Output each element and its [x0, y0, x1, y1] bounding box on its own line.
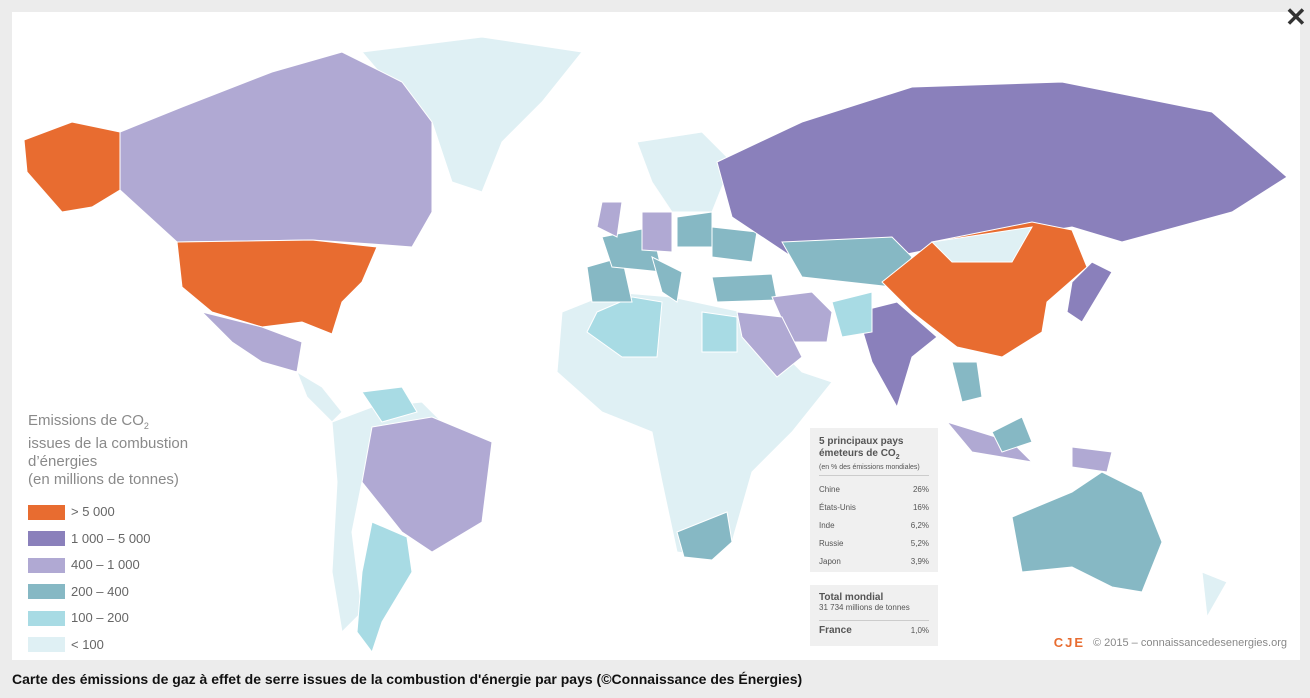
- top5-row: Chine 26%: [819, 480, 929, 498]
- share: 26%: [912, 484, 929, 494]
- legend-swatch: [28, 531, 65, 547]
- country: Japon: [819, 556, 841, 566]
- legend-label: 200 – 400: [71, 583, 129, 599]
- top5-title-2: émeteurs de CO: [819, 448, 896, 459]
- legend-title-sub: 2: [143, 421, 149, 431]
- legend-item: 200 – 400: [28, 579, 188, 606]
- total-box: Total mondial 31 734 millions de tonnes …: [810, 585, 938, 646]
- legend-swatch: [28, 504, 65, 520]
- map-image: Emissions de CO2 issues de la combustion…: [12, 12, 1300, 660]
- legend-item: 100 – 200: [28, 605, 188, 632]
- country: Chine: [819, 484, 840, 494]
- legend-label: 100 – 200: [71, 610, 129, 626]
- top5-title-sub: 2: [895, 454, 900, 461]
- legend-swatch: [28, 637, 65, 653]
- copyright: © 2015 – connaissancedesenergies.org: [1092, 637, 1287, 649]
- france-value: 1,0%: [910, 625, 929, 635]
- legend-title-line: d’énergies: [28, 453, 98, 470]
- legend-title-text: Emissions de CO: [28, 412, 144, 429]
- top5-title-1: 5 principaux pays: [819, 436, 904, 447]
- country: États-Unis: [819, 502, 856, 512]
- top5-box: 5 principaux pays émeteurs de CO2 (en % d…: [810, 428, 938, 572]
- legend-title-line: issues de la combustion: [28, 435, 189, 452]
- caption: Carte des émissions de gaz à effet de se…: [12, 671, 803, 687]
- share: 16%: [912, 502, 929, 512]
- top5-row: États-Unis 16%: [819, 498, 929, 516]
- total-label: Total mondial: [819, 592, 884, 603]
- legend-item: > 5 000: [28, 499, 188, 526]
- legend-item: < 100: [28, 632, 188, 659]
- top5-note: (en % des émissions mondiales): [819, 464, 929, 476]
- france-label: France: [819, 624, 852, 636]
- world-map: [23, 36, 1288, 654]
- total-value: 31 734 millions de tonnes: [819, 603, 910, 612]
- legend-swatch: [28, 557, 65, 573]
- top5-row: Russie 5,2%: [819, 534, 929, 552]
- legend: Emissions de CO2 issues de la combustion…: [28, 412, 188, 658]
- top5-row: Japon 3,9%: [819, 552, 929, 570]
- country: Russie: [819, 538, 844, 548]
- legend-title: Emissions de CO2: [28, 412, 188, 435]
- top5-row: Inde 6,2%: [819, 516, 929, 534]
- legend-label: 400 – 1 000: [71, 557, 140, 573]
- legend-swatch: [28, 610, 65, 626]
- legend-swatch: [28, 584, 65, 600]
- legend-label: 1 000 – 5 000: [71, 530, 151, 546]
- logo: CJE: [1053, 635, 1085, 650]
- close-button[interactable]: ✕: [1285, 2, 1307, 32]
- france-row: France 1,0%: [819, 620, 929, 639]
- legend-item: 1 000 – 5 000: [28, 526, 188, 553]
- country: Inde: [819, 520, 835, 530]
- legend-item: 400 – 1 000: [28, 552, 188, 579]
- share: 6,2%: [910, 520, 929, 530]
- legend-label: < 100: [71, 636, 104, 652]
- share: 5,2%: [910, 538, 929, 548]
- share: 3,9%: [910, 556, 929, 566]
- top5-title: 5 principaux pays émeteurs de CO2: [819, 436, 929, 464]
- legend-label: > 5 000: [71, 504, 115, 520]
- legend-title-line: (en millions de tonnes): [28, 471, 179, 488]
